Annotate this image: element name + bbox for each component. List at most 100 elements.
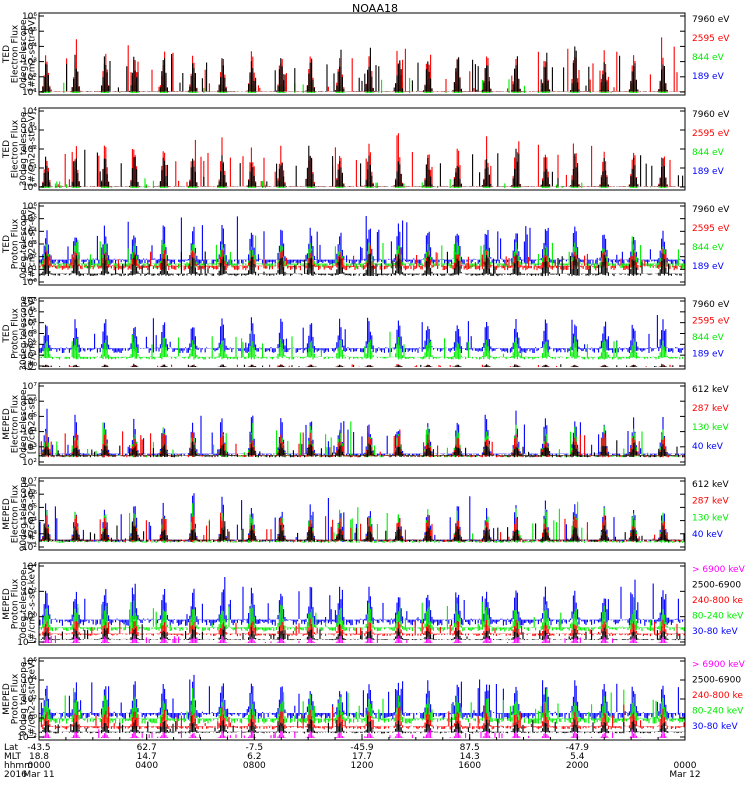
series-trace — [39, 315, 685, 354]
y-tick-label: 10⁰ — [22, 714, 37, 724]
y-axis-label-line: TED — [2, 235, 12, 254]
y-tick-label: 10⁰ — [22, 362, 37, 372]
y-axis-label-line: TED — [2, 45, 12, 64]
y-axis-label-line: [#/cm2-s-str-keV] — [28, 564, 38, 643]
legend-entry: 612 keV — [692, 385, 729, 395]
y-axis-label-line: Proton Flux — [11, 673, 21, 724]
y-tick-label: 10² — [22, 587, 37, 597]
y-tick-label: 10⁴ — [22, 227, 37, 237]
legend-entry: 30-80 keV — [692, 627, 738, 637]
legend-entry: 2595 eV — [692, 224, 730, 234]
x-tick-label: 0000 — [28, 761, 51, 771]
legend-entry: 130 keV — [692, 423, 729, 433]
panel-frame — [38, 477, 686, 551]
legend: > 6900 keV 2500-6900 240-800 ke 80-240 keV 3… — [692, 565, 746, 637]
y-axis-label-line: 0deg telescope — [19, 389, 29, 459]
legend-entry: 189 eV — [692, 72, 725, 82]
y-tick-label: 10² — [22, 695, 37, 705]
panel-frame — [38, 562, 686, 646]
chart-title: NOAA18 — [352, 2, 398, 15]
legend-entry: 7960 eV — [692, 205, 730, 215]
y-axis-label-line: Proton Flux — [11, 578, 21, 629]
legend: 612 keV 287 keV 130 keV 40 keV — [692, 480, 729, 540]
series-trace — [39, 577, 685, 626]
y-axis-label-line: Electron Flux — [11, 119, 21, 178]
y-tick-label: 10⁻² — [17, 733, 37, 743]
y-axis-label-line: TED — [2, 324, 12, 343]
y-axis-label-line: Electron Flux — [11, 24, 21, 83]
y-axis-label-line: 30deg telescope — [19, 111, 29, 186]
y-tick-label: 10⁻² — [17, 638, 37, 648]
y-axis-label-line: [#/cm2-s-str] — [28, 484, 38, 544]
y-tick-label: 10⁶ — [22, 657, 37, 667]
y-axis-label-line: MEPED — [2, 408, 12, 440]
y-tick-label: 10³ — [22, 530, 37, 540]
legend-entry: 612 keV — [692, 480, 729, 490]
legend-entry: 7960 eV — [692, 15, 730, 25]
legend-entry: 844 eV — [692, 53, 725, 63]
series-trace — [39, 145, 685, 187]
y-tick-label: 10² — [22, 253, 37, 263]
x-tick-label: 1200 — [351, 761, 374, 771]
y-axis-label: TEDProton Flux0deg telescope[#/cm2-s-str… — [2, 207, 38, 282]
legend-entry: 30-80 keV — [692, 722, 738, 732]
y-axis-label-line: 0deg telescope — [19, 19, 29, 89]
y-tick-label: 10³ — [22, 330, 37, 340]
y-axis-label-line: [#/cm2-s-str-eV] — [28, 296, 38, 371]
x-tick-label: 5.4 — [570, 752, 585, 762]
y-axis-label-line: MEPED — [2, 588, 12, 620]
y-tick-label: 10⁵ — [22, 215, 37, 225]
legend-entry: 130 keV — [692, 513, 729, 523]
legend-entry: 80-240 keV — [692, 611, 744, 621]
y-tick-label: 10⁵ — [22, 308, 37, 318]
y-tick-label: 10⁶ — [22, 202, 37, 212]
x-row-label: Lat — [4, 743, 19, 753]
y-tick-label: 10⁴ — [22, 562, 37, 572]
x-tick-label: 2000 — [566, 761, 589, 771]
y-axis-label-line: [#/cm2-s-str] — [28, 394, 38, 454]
legend-entry: 287 keV — [692, 497, 729, 507]
x-tick-label: 0400 — [135, 761, 158, 771]
legend-entry: > 6900 keV — [692, 565, 746, 575]
legend: 7960 eV 2595 eV 844 eV 189 eV — [692, 110, 730, 177]
y-tick-label: 10⁵ — [22, 503, 37, 513]
y-tick-label: 10³ — [22, 443, 37, 453]
x-tick-label: 87.5 — [460, 743, 480, 753]
legend-entry: 7960 eV — [692, 300, 730, 310]
y-axis-label: TEDElectron Flux0deg telescope[#/cm2-s-s… — [2, 17, 38, 92]
legend-entry: 2595 eV — [692, 129, 730, 139]
y-axis-label-line: [#/cm2-s-str-eV] — [28, 112, 38, 187]
series-trace — [39, 716, 685, 734]
x-tick-label: 17.7 — [352, 752, 372, 762]
series-trace — [40, 633, 668, 643]
x-row-label: 2016 — [4, 770, 27, 780]
series-trace — [40, 703, 685, 730]
y-tick-label: 10⁷ — [22, 382, 37, 392]
legend-entry: 189 eV — [692, 262, 725, 272]
x-tick-label: 0800 — [243, 761, 266, 771]
legend-entry: > 6900 keV — [692, 660, 746, 670]
legend-entry: 287 keV — [692, 404, 729, 414]
panel-frame — [38, 657, 686, 741]
legend-entry: 80-240 keV — [692, 706, 744, 716]
legend-entry: 240-800 ke — [692, 691, 743, 701]
legend-entry: 2500-6900 — [692, 580, 741, 590]
series-trace — [39, 216, 685, 266]
series-trace — [42, 363, 674, 367]
legend: 612 keV 287 keV 130 keV 40 keV — [692, 385, 729, 452]
x-tick-label: 1600 — [458, 761, 481, 771]
y-axis-label: TEDProton Flux30deg telescope[#/cm2-s-st… — [2, 296, 38, 371]
y-tick-label: 10⁶ — [22, 297, 37, 307]
panel-frame — [38, 382, 686, 466]
y-axis-label-line: MEPED — [2, 498, 12, 530]
x-row-label: MLT — [4, 752, 22, 762]
y-axis-label-line: Proton Flux — [11, 308, 21, 359]
y-axis-label: MEPEDElectron Flux0deg telescope[#/cm2-s… — [2, 389, 38, 459]
y-tick-label: 10⁴ — [22, 517, 37, 527]
y-axis-label-line: [#/cm2-s-str-keV] — [28, 659, 38, 738]
y-tick-label: 10² — [22, 543, 37, 553]
y-tick-label: 10⁴ — [22, 676, 37, 686]
